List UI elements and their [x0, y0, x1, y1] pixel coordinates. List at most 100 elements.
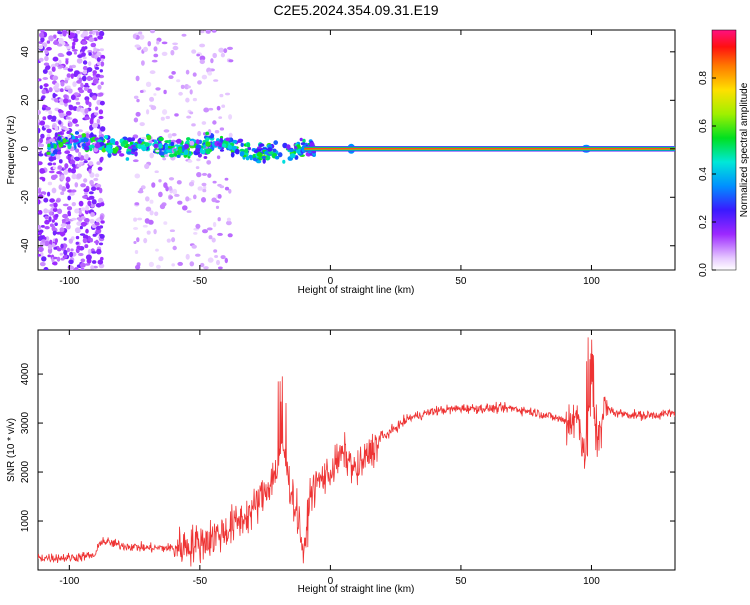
spectrogram-cell [69, 192, 75, 196]
spectrogram-cell [59, 231, 66, 237]
spectrogram-cell [67, 210, 71, 216]
spectrogram-cell [92, 233, 97, 237]
spectrogram-cell [207, 257, 214, 263]
spectrogram-cell [39, 168, 45, 174]
spectrogram-cell [96, 161, 101, 166]
spectrogram-cell [53, 174, 58, 179]
spectrogram-cell [55, 154, 61, 160]
spectrogram-cell [195, 223, 201, 229]
spectrogram-cell [39, 137, 43, 144]
spectrogram-cell [76, 58, 83, 64]
spectrogram-cell [150, 105, 157, 111]
spectrogram-cell [81, 52, 86, 57]
spectrogram-cell [63, 249, 68, 256]
spectrogram-cell [71, 189, 77, 193]
spectrogram-cell [98, 197, 104, 204]
spectrogram-cell [72, 49, 78, 52]
spectrogram-cell [146, 109, 150, 115]
spectrogram-cell [96, 57, 101, 63]
spectrogram-cell [81, 40, 87, 45]
spectrogram-cell [72, 139, 78, 143]
spectrogram-cell [145, 206, 152, 212]
spectrogram-cell [38, 199, 41, 205]
spectrogram-ytick-label: 40 [20, 46, 31, 58]
snr-xtick-label: 100 [583, 576, 600, 587]
spectrogram-cell [76, 173, 82, 179]
spectrogram-ytick-label: -40 [20, 238, 31, 253]
spectrogram-cell [246, 143, 251, 148]
spectrogram-cell [80, 258, 86, 263]
spectrogram-cell [176, 79, 181, 83]
spectrogram-cell [72, 106, 78, 111]
spectrogram-cell [160, 116, 165, 121]
spectrogram-cell [88, 37, 95, 43]
spectrogram-cell [70, 32, 75, 38]
spectrogram-cell [72, 118, 78, 124]
spectrogram-cell [219, 149, 225, 152]
spectrogram-cell [71, 202, 77, 207]
spectrogram-cell [82, 56, 87, 60]
spectrogram-cell [46, 40, 51, 44]
spectrogram-cell [132, 159, 139, 163]
spectrogram-cell [176, 180, 182, 185]
spectrogram-cell [162, 109, 168, 115]
spectrogram-cell [133, 95, 139, 100]
spectrogram-cell [99, 215, 104, 221]
spectrogram-cell [228, 188, 232, 194]
spectrogram-cell [47, 248, 53, 254]
spectrogram-cell [38, 224, 42, 230]
spectrogram-cell [81, 133, 87, 138]
spectrogram-cell [93, 47, 97, 53]
spectrogram-cell [56, 256, 61, 262]
spectrogram-cell [100, 256, 104, 261]
spectrogram-cell [195, 148, 201, 153]
spectrogram-cell [170, 141, 175, 147]
spectrogram-cell [56, 151, 62, 155]
spectrogram-cell [59, 227, 65, 233]
spectrogram-cell [203, 107, 210, 113]
spectrogram-cell [83, 192, 88, 195]
spectrogram-cell [60, 257, 65, 261]
spectrogram-cell [158, 256, 164, 262]
spectrogram-cell [211, 197, 217, 203]
page-title: C2E5.2024.354.09.31.E19 [273, 2, 438, 18]
spectrogram-cell [257, 146, 262, 150]
spectrogram-cell [143, 46, 148, 53]
spectrogram-cell [75, 235, 80, 240]
spectrogram-cell [89, 179, 94, 186]
spectrogram-cell [57, 109, 63, 113]
spectrogram-cell [44, 106, 51, 111]
spectrogram-cell [211, 237, 216, 243]
spectrogram-cell [191, 244, 197, 249]
spectrogram-cell [59, 252, 63, 256]
spectrogram-cell [52, 207, 58, 212]
snr-xtick-label: -100 [59, 576, 79, 587]
spectrogram-cell [119, 153, 125, 157]
spectrogram-cell [193, 232, 198, 235]
spectrogram-cell [83, 188, 90, 193]
spectrogram-cell [155, 149, 160, 153]
spectrogram-cell [192, 97, 197, 102]
spectrogram-cell [53, 40, 59, 45]
spectrogram-cell [56, 247, 62, 252]
spectrogram-cell [227, 233, 233, 238]
spectrogram-cell [227, 46, 233, 51]
spectrogram-cell [58, 159, 63, 164]
spectrogram-cell [156, 264, 161, 269]
spectrogram-cell [132, 33, 137, 39]
spectrogram-ytick-label: 20 [20, 94, 31, 106]
spectrogram-cell [167, 133, 173, 139]
spectrogram-cell [51, 187, 57, 194]
spectrogram-cell [201, 121, 207, 125]
spectrogram-cell [74, 227, 81, 233]
spectrogram-cell [223, 48, 228, 54]
spectrogram-cell [76, 80, 82, 84]
spectrogram-cell [289, 153, 296, 159]
spectrogram-cell [89, 218, 95, 224]
spectrogram-cell [266, 147, 273, 152]
spectrogram-cell [99, 48, 105, 52]
spectrogram-cell [211, 30, 217, 33]
spectrogram-cell [96, 248, 102, 255]
spectrogram-cell [65, 164, 69, 168]
